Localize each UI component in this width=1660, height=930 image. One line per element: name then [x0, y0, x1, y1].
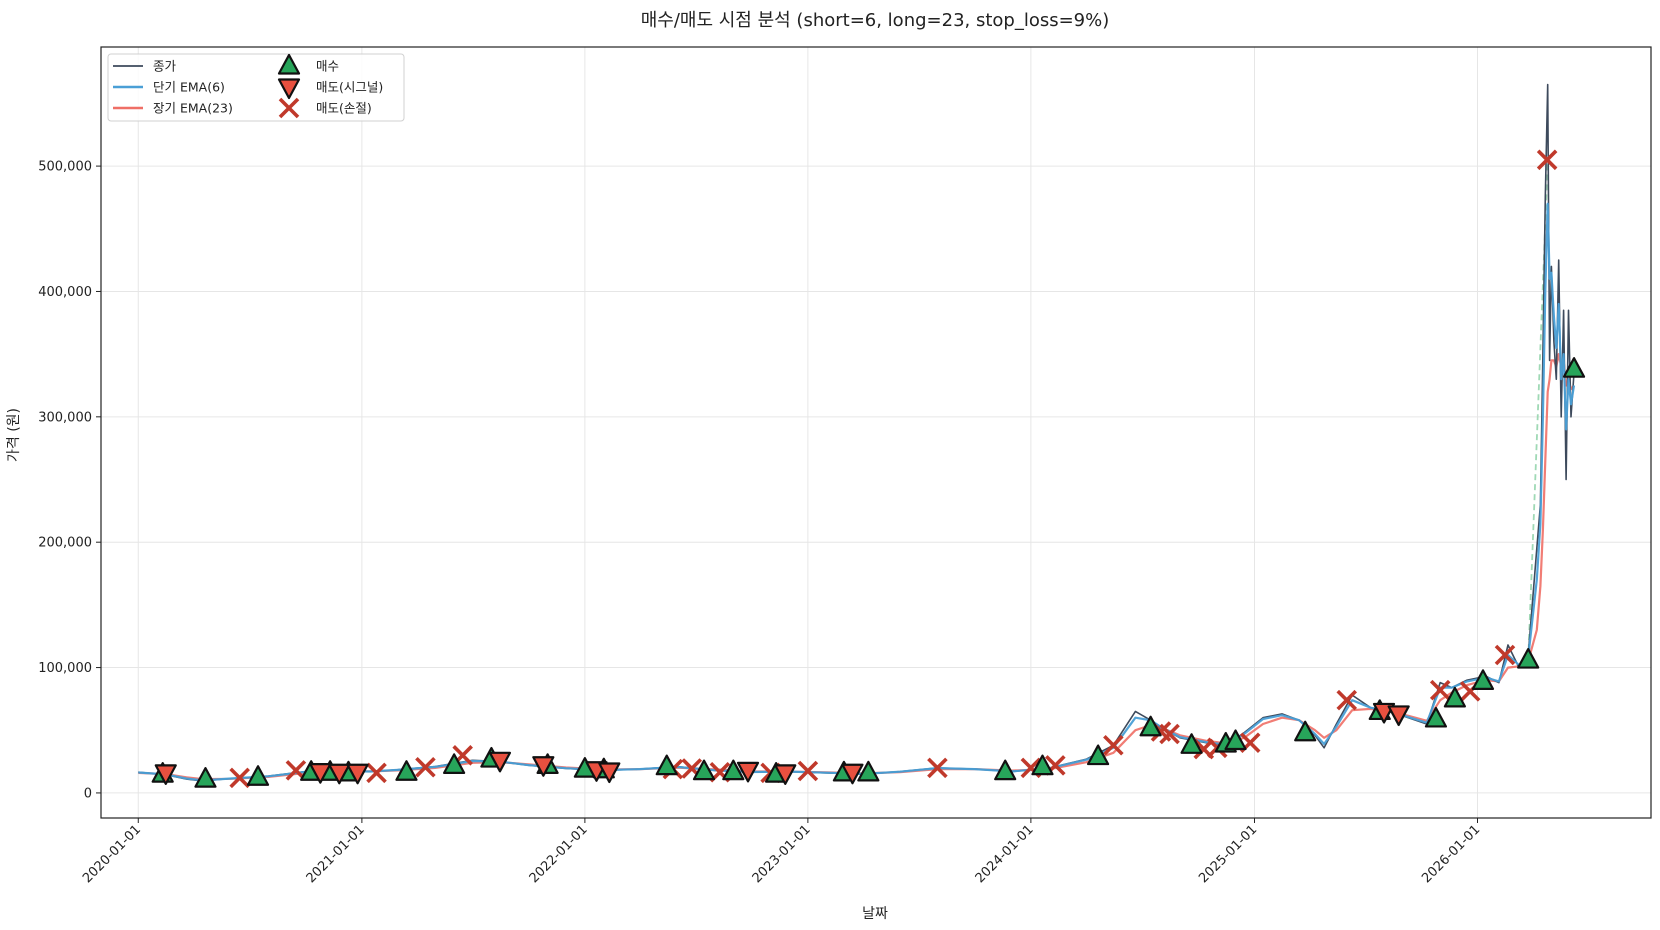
buy-marker	[857, 760, 880, 782]
stop-loss-sell-marker	[927, 757, 948, 779]
x-axis-label: 날짜	[862, 906, 888, 922]
buy-marker	[1517, 647, 1540, 669]
buy-marker	[994, 759, 1017, 781]
signal-sell-marker	[774, 764, 797, 785]
stop-loss-sell-marker	[797, 760, 819, 782]
legend-entry-buy: 매수	[277, 53, 339, 75]
y-tick-label: 300,000	[38, 410, 92, 425]
buy-marker	[246, 765, 270, 786]
trade-connector-line	[1527, 159, 1549, 661]
buy-marker	[1562, 357, 1586, 378]
stop-loss-sell-marker	[1429, 679, 1451, 701]
legend-entry-ema-short: 단기 EMA(6)	[113, 80, 225, 95]
legend-entry-close: 종가	[113, 59, 177, 74]
buy-marker	[1424, 706, 1448, 728]
legend-entry-ema-long: 장기 EMA(23)	[113, 101, 233, 116]
legend-swatch	[278, 97, 300, 119]
signal-sell-marker	[488, 751, 512, 773]
stop-loss-sell-marker	[415, 756, 436, 778]
stop-loss-sell-marker	[1536, 149, 1558, 171]
stop-loss-sell-marker	[229, 767, 250, 789]
signal-sell-marker	[598, 762, 621, 784]
stop-loss-sell-marker	[366, 762, 387, 784]
stop-loss-sell-marker	[1494, 644, 1516, 666]
signal-sell-marker	[154, 764, 177, 785]
legend-label: 단기 EMA(6)	[153, 80, 225, 95]
buy-marker	[1086, 744, 1110, 766]
chart-title: 매수/매도 시점 분석 (short=6, long=23, stop_loss…	[641, 10, 1110, 31]
plot-frame	[100, 46, 1652, 819]
legend-entry-sell-stop: 매도(손절)	[278, 97, 372, 119]
grid	[101, 47, 1651, 818]
legend-label: 매수	[316, 59, 339, 74]
y-axis-label: 가격 (원)	[6, 408, 22, 462]
y-tick-label: 0	[84, 786, 92, 801]
signal-sell-marker	[346, 763, 369, 785]
buy-marker	[1180, 733, 1203, 754]
legend-swatch	[277, 78, 301, 100]
legend-label: 장기 EMA(23)	[153, 101, 233, 116]
legend-label: 매도(시그널)	[316, 80, 383, 95]
y-tick-label: 400,000	[38, 285, 92, 300]
buy-marker	[692, 759, 716, 781]
legend-label: 매도(손절)	[316, 101, 372, 116]
buy-marker	[1139, 715, 1162, 737]
plot-area	[138, 83, 1586, 789]
legend-entry-sell-signal: 매도(시그널)	[277, 78, 383, 100]
signal-sell-marker	[841, 763, 864, 785]
buy-marker	[1031, 754, 1054, 776]
signal-sell-marker	[1387, 705, 1410, 727]
signal-sell-marker	[532, 756, 555, 777]
buy-marker	[655, 754, 678, 776]
buy-marker	[443, 753, 466, 774]
legend-label: 종가	[153, 59, 177, 74]
buy-marker	[1471, 669, 1495, 690]
y-axis: 0 100,000 200,000 300,000 400,000 500,000	[38, 160, 101, 801]
signal-sell-marker	[309, 763, 332, 784]
buy-marker	[194, 767, 217, 788]
y-tick-label: 100,000	[38, 661, 92, 676]
buy-marker	[1294, 720, 1317, 742]
signal-sell-marker	[328, 763, 351, 785]
stop-loss-sell-marker	[1336, 689, 1358, 711]
y-tick-label: 500,000	[38, 160, 92, 175]
buy-marker	[1443, 686, 1466, 708]
stop-loss-sell-marker	[1103, 735, 1124, 756]
buy-marker	[1224, 729, 1247, 751]
legend-swatch	[277, 53, 301, 75]
buy-marker	[395, 760, 418, 781]
buy-marker	[722, 759, 745, 781]
legend-box	[107, 53, 405, 122]
y-tick-label: 200,000	[38, 536, 92, 551]
stop-loss-sell-marker	[1159, 723, 1180, 745]
signal-sell-marker	[736, 761, 760, 783]
